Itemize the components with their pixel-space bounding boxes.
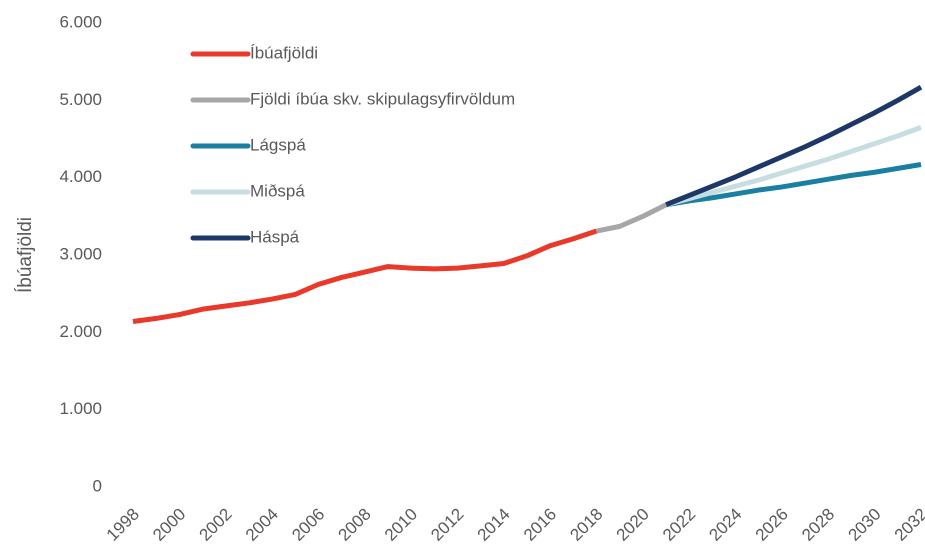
x-tick-label: 2032 bbox=[891, 505, 925, 545]
x-tick-label: 2020 bbox=[613, 505, 653, 545]
x-tick-label: 2014 bbox=[474, 505, 514, 545]
x-tick-label: 2004 bbox=[242, 505, 282, 545]
x-tick-label: 2008 bbox=[335, 505, 375, 545]
legend-label: Háspá bbox=[250, 227, 300, 246]
y-tick-label: 5.000 bbox=[59, 90, 102, 109]
line-series bbox=[132, 228, 598, 324]
y-tick-label: 2.000 bbox=[59, 322, 102, 341]
legend-label: Miðspá bbox=[250, 181, 305, 200]
x-tick-label: 2022 bbox=[659, 505, 699, 545]
x-tick-label: 1998 bbox=[103, 505, 143, 545]
x-tick-label: 2018 bbox=[566, 505, 606, 545]
line-series bbox=[596, 202, 668, 234]
line-series bbox=[665, 125, 922, 208]
legend-label: Íbúafjöldi bbox=[250, 43, 318, 62]
y-tick-label: 3.000 bbox=[59, 244, 102, 263]
line-series bbox=[665, 162, 922, 208]
x-tick-label: 2000 bbox=[149, 505, 189, 545]
x-tick-label: 2006 bbox=[288, 505, 328, 545]
x-tick-label: 2028 bbox=[798, 505, 838, 545]
y-axis-label: Íbúafjöldi bbox=[15, 217, 36, 293]
y-tick-label: 0 bbox=[93, 476, 102, 495]
y-tick-label: 6.000 bbox=[59, 12, 102, 31]
x-tick-label: 2016 bbox=[520, 505, 560, 545]
x-tick-label: 2002 bbox=[196, 505, 236, 545]
line-series bbox=[665, 85, 923, 208]
x-tick-label: 2030 bbox=[844, 505, 884, 545]
x-tick-label: 2024 bbox=[705, 505, 745, 545]
x-tick-label: 2010 bbox=[381, 505, 421, 545]
x-tick-label: 2026 bbox=[752, 505, 792, 545]
x-tick-label: 2012 bbox=[427, 505, 467, 545]
legend-label: Fjöldi íbúa skv. skipulagsyfirvöldum bbox=[250, 89, 515, 108]
y-tick-label: 1.000 bbox=[59, 399, 102, 418]
y-tick-label: 4.000 bbox=[59, 167, 102, 186]
legend-label: Lágspá bbox=[250, 135, 306, 154]
